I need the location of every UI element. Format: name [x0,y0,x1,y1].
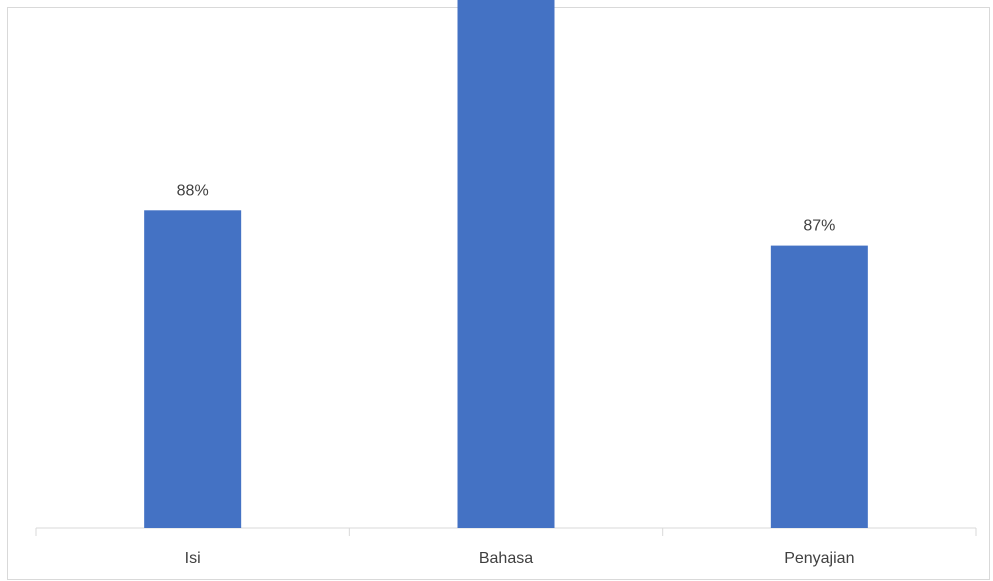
x-tick-label-bahasa: Bahasa [479,550,533,567]
data-labels: 88%94%87% [177,182,836,235]
bar-bahasa [457,0,555,528]
data-label-penyajian: 87% [803,218,835,235]
bar-penyajian [770,245,868,528]
x-tick-label-isi: Isi [185,550,201,567]
bar-isi [144,210,242,529]
x-axis-ticks [35,528,977,536]
bar-series [144,0,868,529]
x-tick-label-penyajian: Penyajian [784,550,854,567]
x-tick-labels: Isi Bahasa Penyajian [185,550,855,567]
data-label-isi: 88% [177,182,209,199]
